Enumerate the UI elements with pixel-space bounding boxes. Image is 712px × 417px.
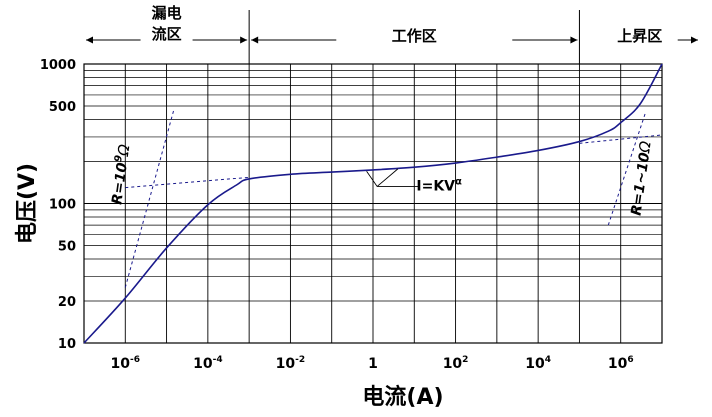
x-tick-exponent: -4 bbox=[213, 355, 223, 365]
reference-line bbox=[125, 176, 250, 189]
x-axis-title: 电流(A) bbox=[362, 384, 443, 410]
vi-curve bbox=[83, 63, 663, 344]
x-tick-exponent: -2 bbox=[295, 355, 305, 365]
grid-layer bbox=[83, 63, 663, 344]
upturn-resistance-label-main: R=1~10 bbox=[628, 151, 653, 216]
y-tick-label: 50 bbox=[58, 239, 76, 254]
x-tick-exponent: 4 bbox=[545, 355, 551, 365]
formula-label-sup: α bbox=[455, 176, 462, 187]
y-tick-label: 10 bbox=[58, 337, 76, 352]
region-arrow-left-head bbox=[251, 36, 259, 44]
x-tick-base: 10 bbox=[276, 356, 296, 372]
leakage-resistance-label-main: R=10 bbox=[109, 161, 131, 205]
upturn-resistance-label: R=1~10Ω bbox=[626, 139, 654, 216]
y-tick-label: 500 bbox=[49, 100, 76, 115]
reference-lines bbox=[124, 109, 663, 288]
region-label: 上昇区 bbox=[617, 27, 662, 45]
x-tick-label: 104 bbox=[525, 355, 551, 372]
region-arrow-right-head bbox=[240, 36, 248, 44]
series-layer bbox=[83, 63, 663, 344]
reference-line bbox=[579, 134, 663, 144]
region-label: 漏电 bbox=[152, 4, 182, 22]
y-tick-label: 100 bbox=[49, 198, 76, 213]
x-tick-exponent: 2 bbox=[462, 355, 468, 365]
x-tick-label: 1 bbox=[368, 356, 378, 372]
x-tick-label: 10-2 bbox=[276, 355, 305, 372]
reference-line bbox=[607, 112, 647, 226]
x-tick-base: 10 bbox=[193, 356, 213, 372]
formula-label: I=KVα bbox=[416, 176, 462, 194]
x-tick-base: 10 bbox=[525, 356, 545, 372]
formula-label-main: I=KV bbox=[416, 178, 455, 194]
y-tick-label: 20 bbox=[58, 295, 76, 310]
leakage-resistance-label: R=109Ω bbox=[107, 143, 133, 206]
region-arrow-left-head bbox=[86, 36, 93, 44]
x-tick-base: 1 bbox=[368, 356, 378, 372]
x-tick-label: 10-4 bbox=[193, 355, 222, 372]
y-axis-title: 电压(V) bbox=[15, 163, 40, 244]
x-tick-label: 106 bbox=[608, 355, 634, 372]
upturn-resistance-label-suffix: Ω bbox=[635, 139, 655, 154]
leakage-resistance-label-sup: 9 bbox=[113, 154, 125, 162]
region-arrow-right-head bbox=[691, 36, 698, 44]
reference-line bbox=[124, 109, 175, 288]
x-tick-exponent: 6 bbox=[627, 355, 633, 365]
x-tick-base: 10 bbox=[111, 356, 131, 372]
region-label: 流区 bbox=[152, 25, 182, 43]
leakage-resistance-label-suffix: Ω bbox=[114, 143, 134, 158]
x-tick-label: 10-6 bbox=[111, 355, 140, 372]
x-tick-label: 102 bbox=[443, 355, 469, 372]
region-label: 工作区 bbox=[392, 27, 437, 45]
x-tick-base: 10 bbox=[443, 356, 463, 372]
x-tick-exponent: -6 bbox=[130, 355, 140, 365]
formula-leader-line bbox=[376, 168, 399, 187]
y-tick-label: 1000 bbox=[40, 58, 76, 73]
x-tick-base: 10 bbox=[608, 356, 628, 372]
region-arrow-right-head bbox=[570, 36, 578, 44]
